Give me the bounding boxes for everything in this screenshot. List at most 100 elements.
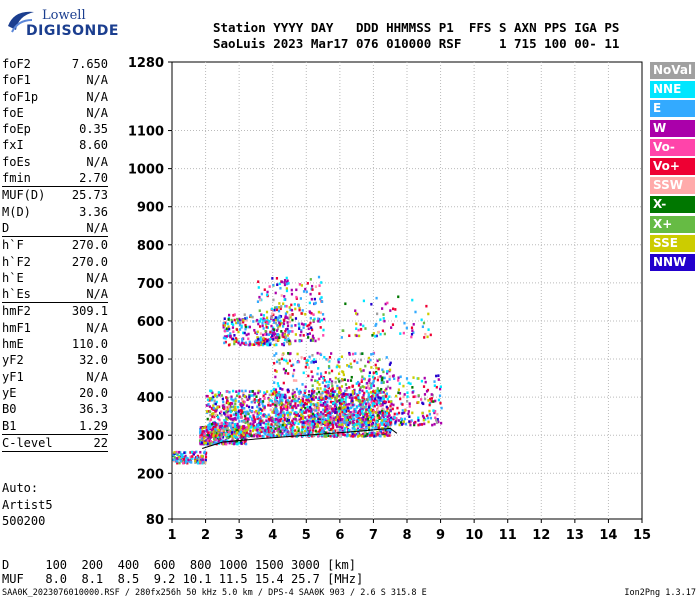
echo-point	[386, 397, 389, 401]
echo-point	[278, 324, 281, 328]
echo-point	[222, 407, 226, 411]
echo-point	[286, 418, 289, 421]
echo-point	[271, 334, 274, 337]
echo-point	[381, 378, 384, 381]
echo-point	[403, 321, 406, 325]
echo-point	[387, 414, 391, 417]
echo-point	[253, 418, 257, 422]
echo-point	[331, 387, 334, 390]
echo-point	[390, 326, 393, 329]
echo-point	[382, 408, 385, 412]
echo-point	[380, 416, 383, 420]
echo-point	[230, 397, 233, 401]
echo-point	[270, 393, 273, 397]
echo-point	[310, 361, 313, 364]
echo-point	[284, 335, 287, 338]
echo-point	[329, 394, 332, 398]
echo-point	[214, 424, 217, 428]
echo-point	[372, 404, 375, 408]
echo-point	[385, 420, 388, 424]
echo-point	[338, 406, 341, 410]
echo-point	[289, 402, 292, 406]
echo-point	[357, 419, 360, 422]
echo-point	[264, 329, 267, 333]
echo-point	[349, 393, 353, 397]
echo-point	[265, 429, 268, 433]
echo-point	[369, 434, 372, 437]
echo-point	[379, 391, 382, 394]
echo-point	[248, 340, 251, 344]
echo-point	[261, 400, 265, 403]
echo-point	[351, 396, 354, 400]
echo-point	[248, 423, 251, 427]
echo-point	[380, 381, 383, 385]
echo-point	[278, 362, 281, 365]
echo-point	[304, 312, 307, 316]
echo-point	[309, 292, 312, 296]
echo-point	[306, 333, 309, 336]
echo-point	[383, 400, 386, 403]
echo-point	[224, 424, 227, 428]
echo-point	[264, 429, 267, 432]
echo-point	[252, 399, 255, 403]
echo-point	[351, 427, 354, 430]
echo-point	[286, 316, 289, 320]
echo-point	[257, 399, 260, 402]
echo-point	[428, 409, 431, 413]
echo-point	[364, 364, 367, 368]
echo-point	[257, 389, 260, 393]
echo-point	[365, 408, 368, 411]
echo-point	[328, 371, 331, 375]
echo-point	[309, 426, 312, 430]
echo-point	[372, 332, 375, 335]
echo-point	[261, 402, 264, 405]
echo-point	[268, 418, 271, 422]
echo-point	[351, 403, 354, 407]
echo-point	[366, 417, 370, 421]
echo-point	[359, 405, 363, 408]
echo-point	[317, 421, 320, 424]
echo-point	[281, 388, 284, 391]
echo-point	[224, 413, 227, 416]
echo-point	[210, 389, 213, 393]
echo-point	[357, 380, 360, 384]
echo-point	[233, 313, 236, 316]
echo-point	[263, 288, 266, 292]
echo-point	[359, 352, 362, 356]
echo-point	[308, 431, 312, 435]
echo-point	[270, 418, 273, 422]
echo-point	[221, 439, 224, 443]
echo-point	[325, 393, 328, 397]
echo-point	[250, 394, 253, 397]
echo-point	[318, 292, 321, 295]
echo-point	[243, 400, 246, 404]
echo-point	[309, 403, 312, 406]
echo-point	[194, 459, 197, 463]
echo-point	[413, 423, 416, 427]
echo-point	[314, 360, 317, 364]
echo-point	[386, 370, 389, 373]
echo-point	[433, 384, 436, 388]
echo-point	[387, 400, 390, 404]
echo-point	[291, 406, 294, 409]
echo-point	[311, 328, 314, 332]
echo-point	[367, 401, 370, 404]
echo-point	[324, 409, 327, 412]
echo-point	[264, 337, 267, 341]
echo-point	[226, 390, 229, 393]
echo-point	[216, 434, 219, 437]
echo-point	[301, 425, 304, 429]
echo-point	[282, 367, 285, 371]
echo-point	[248, 393, 251, 397]
echo-point	[346, 416, 349, 419]
echo-point	[306, 405, 309, 409]
echo-point	[225, 442, 228, 446]
param-name: foF2	[2, 57, 31, 71]
echo-point	[268, 414, 271, 418]
echo-point	[389, 361, 392, 365]
param-row: h`Es N/A	[2, 286, 108, 302]
echo-point	[212, 430, 215, 433]
echo-point	[226, 406, 229, 409]
echo-point	[264, 422, 268, 426]
echo-point	[288, 313, 291, 317]
